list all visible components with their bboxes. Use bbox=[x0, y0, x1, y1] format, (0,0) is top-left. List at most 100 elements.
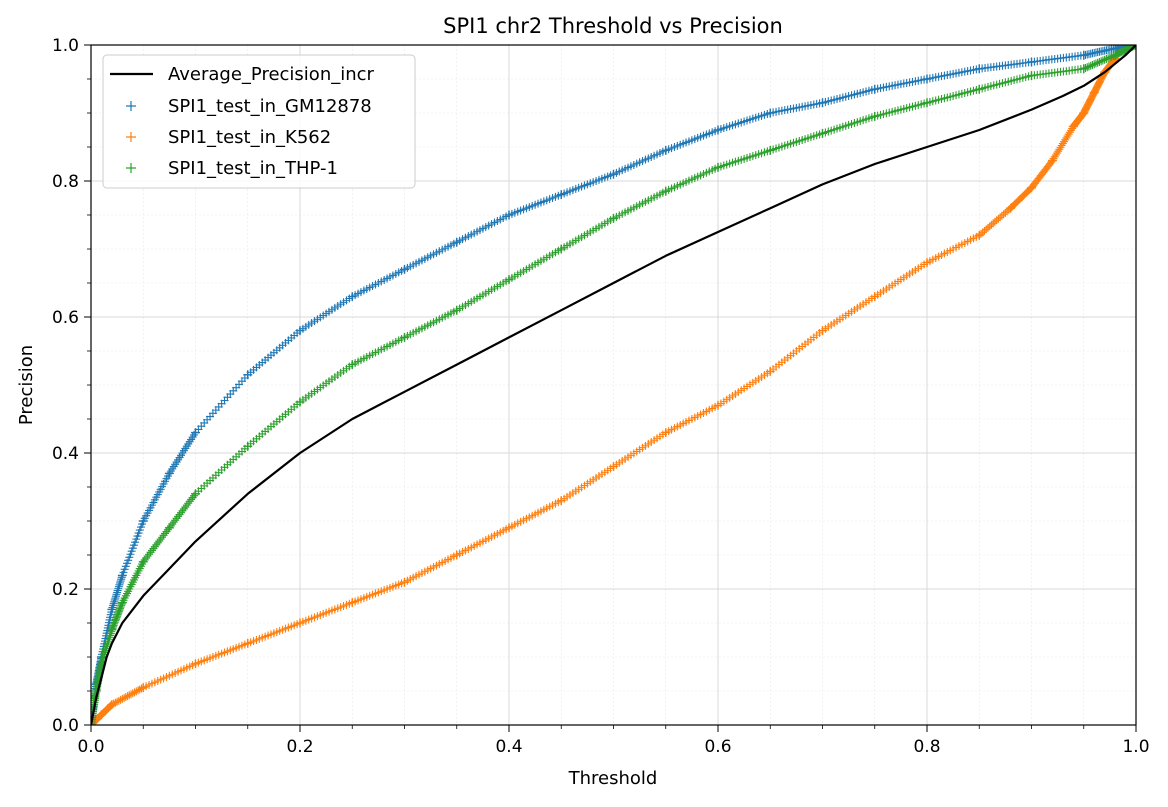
series-marker bbox=[106, 631, 115, 640]
series-marker bbox=[1081, 64, 1090, 73]
series-marker bbox=[1102, 54, 1111, 63]
series-marker bbox=[1104, 54, 1113, 63]
series-marker bbox=[120, 693, 129, 702]
y-tick-label: 0.8 bbox=[52, 172, 79, 192]
series-marker bbox=[106, 629, 115, 638]
legend-item: SPI1_test_in_THP-1 bbox=[126, 158, 338, 179]
series-marker bbox=[117, 575, 126, 584]
legend-item: SPI1_test_in_K562 bbox=[126, 127, 331, 148]
series-marker bbox=[190, 491, 199, 500]
series-marker bbox=[1095, 58, 1104, 66]
series-marker bbox=[107, 700, 116, 709]
legend-label: SPI1_test_in_GM12878 bbox=[168, 96, 372, 117]
series-marker bbox=[114, 582, 123, 591]
series-marker bbox=[1086, 61, 1095, 70]
series-marker bbox=[117, 600, 126, 609]
x-tick-label: 0.2 bbox=[286, 737, 313, 757]
ticks-layer: 0.0 0.2 0.4 0.6 0.8 1.0 0.0 0.2 0.4 0.6 0.8 1.0 bbox=[52, 36, 1150, 757]
series-marker bbox=[116, 577, 125, 586]
series-marker bbox=[111, 698, 120, 707]
legend-item: Average_Precision_incr bbox=[110, 64, 375, 85]
series-marker bbox=[109, 601, 118, 610]
series-marker bbox=[107, 605, 116, 614]
series-marker bbox=[110, 595, 119, 604]
series-marker bbox=[116, 695, 125, 704]
series-SPI1_test_in_THP-1 bbox=[91, 45, 1136, 725]
series-marker bbox=[123, 692, 132, 701]
legend-item: SPI1_test_in_GM12878 bbox=[126, 96, 372, 117]
legend-marker-swatch bbox=[126, 163, 136, 173]
series-marker bbox=[1088, 61, 1097, 70]
series-marker bbox=[1105, 53, 1114, 62]
series-marker bbox=[1079, 64, 1088, 73]
series-SPI1_test_in_K562 bbox=[91, 54, 1120, 725]
x-axis-label: Threshold bbox=[568, 768, 658, 789]
series-marker bbox=[105, 633, 114, 642]
series-marker bbox=[128, 689, 137, 698]
x-tick-label: 1.0 bbox=[1122, 737, 1149, 757]
legend-box bbox=[102, 54, 416, 189]
x-tick-label: 0.8 bbox=[913, 737, 940, 757]
chart-title: SPI1 chr2 Threshold vs Precision bbox=[443, 14, 783, 38]
legend-label: SPI1_test_in_THP-1 bbox=[168, 158, 338, 179]
y-tick-label: 0.4 bbox=[52, 444, 79, 464]
series-line bbox=[91, 45, 1136, 725]
series-marker bbox=[135, 685, 144, 694]
legend-marker-swatch bbox=[126, 101, 136, 111]
series-marker bbox=[115, 580, 124, 589]
series-marker bbox=[1097, 57, 1106, 66]
series-marker bbox=[103, 640, 112, 649]
series-marker bbox=[103, 639, 112, 648]
series-marker bbox=[132, 687, 141, 696]
legend-marker-swatch bbox=[126, 132, 136, 142]
series-layer bbox=[91, 45, 1136, 725]
y-axis-label: Precision bbox=[16, 345, 37, 425]
series-marker bbox=[111, 592, 120, 601]
series-marker bbox=[1107, 52, 1116, 61]
y-tick-label: 0.0 bbox=[52, 716, 79, 736]
series-marker bbox=[127, 690, 136, 699]
legend-label: SPI1_test_in_K562 bbox=[168, 127, 331, 148]
series-marker bbox=[137, 684, 146, 693]
series-marker bbox=[113, 697, 122, 706]
series-marker bbox=[1084, 62, 1093, 71]
legend-label: Average_Precision_incr bbox=[168, 64, 375, 85]
series-marker bbox=[134, 686, 143, 695]
series-marker bbox=[1100, 55, 1109, 64]
series-marker bbox=[102, 642, 111, 651]
series-marker bbox=[1093, 58, 1102, 67]
series-marker bbox=[117, 573, 126, 582]
series-marker bbox=[125, 691, 134, 700]
series-marker bbox=[1098, 56, 1107, 65]
series-marker bbox=[121, 693, 130, 702]
series-Average_Precision_incr bbox=[91, 45, 1136, 725]
series-marker bbox=[109, 599, 118, 608]
series-marker bbox=[104, 637, 113, 646]
series-marker bbox=[113, 586, 122, 595]
series-marker bbox=[108, 603, 117, 612]
series-marker bbox=[113, 588, 122, 597]
legend: Average_Precision_incr SPI1_test_in_GM128… bbox=[102, 54, 416, 189]
series-marker bbox=[114, 696, 123, 705]
series-marker bbox=[109, 699, 118, 708]
series-marker bbox=[1083, 63, 1092, 72]
series-marker bbox=[110, 597, 119, 606]
series-marker bbox=[1090, 60, 1099, 69]
y-tick-label: 0.2 bbox=[52, 580, 79, 600]
series-marker bbox=[111, 594, 120, 603]
series-marker bbox=[130, 688, 139, 697]
x-tick-label: 0.6 bbox=[704, 737, 731, 757]
series-marker bbox=[1091, 59, 1100, 68]
series-marker bbox=[107, 627, 116, 636]
series-marker bbox=[112, 590, 121, 599]
series-marker bbox=[104, 635, 113, 644]
series-marker bbox=[114, 584, 123, 593]
x-tick-label: 0.0 bbox=[77, 737, 104, 757]
y-tick-label: 0.6 bbox=[52, 308, 79, 328]
x-tick-label: 0.4 bbox=[495, 737, 522, 757]
series-marker bbox=[118, 694, 127, 703]
y-tick-label: 1.0 bbox=[52, 36, 79, 56]
series-marker bbox=[116, 578, 125, 587]
